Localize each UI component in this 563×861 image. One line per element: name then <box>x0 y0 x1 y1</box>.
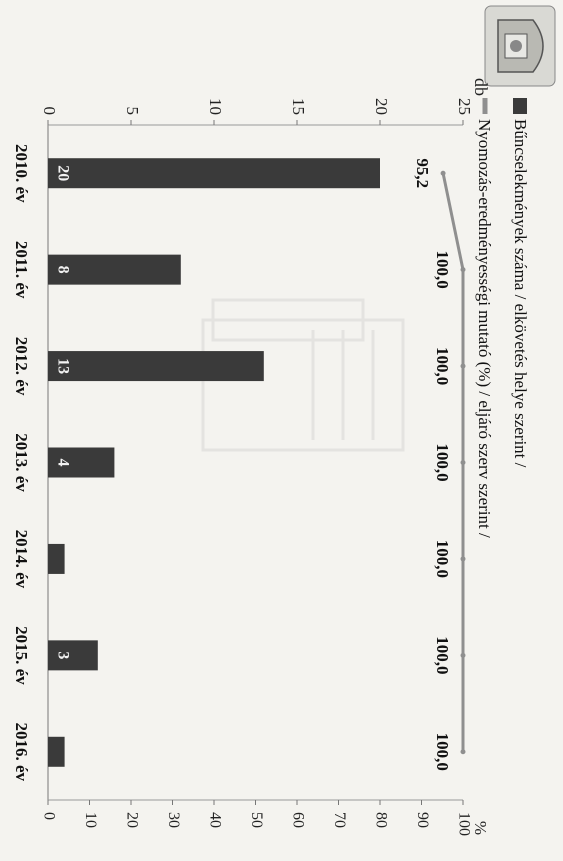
right-axis-tick-label: 60 <box>289 812 306 828</box>
bar <box>47 640 98 671</box>
line-point <box>460 267 466 273</box>
watermark-building <box>201 298 405 452</box>
bar-value-label: 4 <box>54 459 71 467</box>
bar-value-label: 3 <box>54 651 71 659</box>
line-value-label: 100,0 <box>433 636 452 674</box>
right-axis-tick-label: 40 <box>206 812 223 828</box>
category-label: 2016. év <box>12 723 31 782</box>
category-label: 2010. év <box>12 144 31 203</box>
bar <box>47 447 115 478</box>
bar <box>47 254 181 285</box>
police-emblem <box>484 5 556 87</box>
right-axis-tick-label: 70 <box>331 812 348 828</box>
category-label: 2013. év <box>12 433 31 492</box>
left-axis-tick-label: 20 <box>372 98 391 115</box>
right-axis-tick-label: 100 <box>455 812 472 836</box>
right-axis-tick-label: 30 <box>165 812 182 828</box>
left-axis-tick-label: 0 <box>40 107 59 116</box>
line-value-label: 100,0 <box>433 251 452 289</box>
left-axis-label: db <box>471 78 491 96</box>
left-axis-tick-label: 5 <box>123 107 142 116</box>
left-axis-tick-label: 25 <box>455 98 474 115</box>
line-value-label: 95,2 <box>413 158 432 188</box>
bar-value-label: 20 <box>54 165 71 181</box>
category-label: 2014. év <box>12 530 31 589</box>
right-axis-tick-label: 20 <box>123 812 140 828</box>
line-point <box>460 652 466 658</box>
line-point <box>460 556 466 562</box>
bar-value-label: 8 <box>54 266 71 274</box>
line-value-label: 100,0 <box>433 347 452 385</box>
legend-label-line: Nyomozás-eredményességi mutató (%) / elj… <box>475 119 494 538</box>
right-axis-tick-label: 90 <box>414 812 431 828</box>
bar <box>47 351 264 382</box>
category-label: 2012. év <box>12 337 31 396</box>
right-axis-label: % <box>471 821 490 835</box>
left-axis-tick-label: 10 <box>206 98 225 115</box>
line-point <box>460 460 466 465</box>
right-axis-tick-label: 0 <box>40 812 57 820</box>
bar-value-label: 13 <box>54 358 71 374</box>
legend-swatch-bars <box>513 98 527 114</box>
bar <box>48 543 65 574</box>
bar <box>48 736 65 767</box>
category-label: 2011. év <box>12 241 31 299</box>
right-axis-tick-label: 10 <box>82 812 99 828</box>
category-label: 2015. év <box>12 626 31 685</box>
line-value-label: 100,0 <box>433 443 452 481</box>
right-axis-tick-label: 50 <box>248 812 265 828</box>
line-point <box>460 749 466 755</box>
legend-label-bars: Bűncselekmények száma / elkövetés helye … <box>511 119 530 468</box>
line-value-label: 100,0 <box>433 733 452 771</box>
line-value-label: 100,0 <box>433 540 452 578</box>
left-axis-tick-label: 15 <box>289 98 308 115</box>
bar <box>48 158 380 189</box>
line-point <box>440 170 446 176</box>
line-point <box>460 363 466 369</box>
right-axis-tick-label: 80 <box>372 812 389 828</box>
